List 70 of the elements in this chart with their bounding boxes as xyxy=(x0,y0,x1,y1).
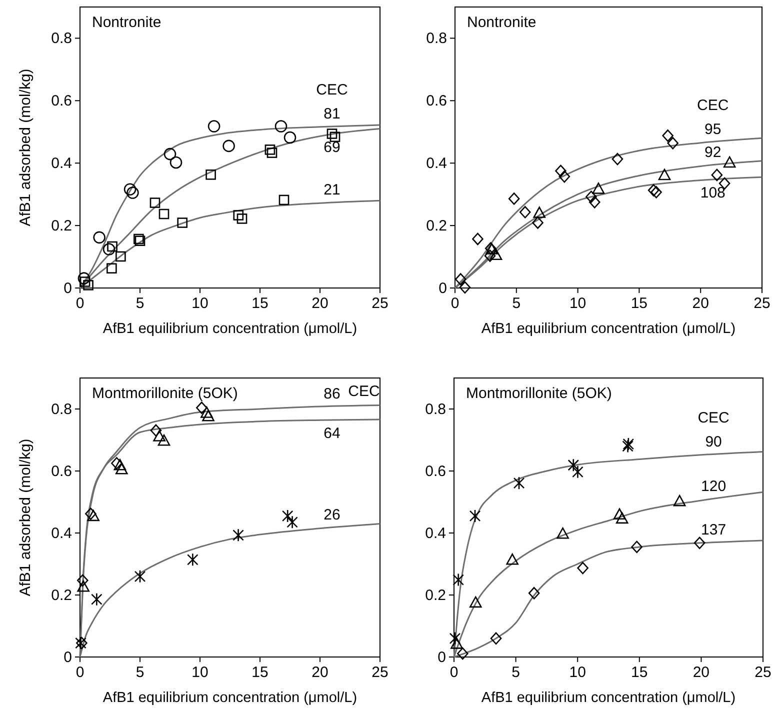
series-label: 64 xyxy=(324,425,340,442)
y-tick-label: 0.8 xyxy=(426,30,447,48)
series-label: 90 xyxy=(705,433,722,450)
series-label: 95 xyxy=(704,120,722,138)
x-tick-label: 15 xyxy=(252,295,268,312)
x-tick-label: 25 xyxy=(754,664,772,681)
x-axis-title: AfB1 equilibrium concentration (μmol/L) xyxy=(481,321,736,337)
x-tick-label: 25 xyxy=(754,295,770,312)
x-tick-label: 20 xyxy=(312,295,328,312)
y-tick-label: 0.4 xyxy=(425,525,446,542)
x-tick-label: 5 xyxy=(136,295,144,312)
text: Montmorillonite (5OK) xyxy=(92,385,238,402)
x-tick-label: 5 xyxy=(512,295,521,312)
y-tick-label: 0 xyxy=(64,649,72,666)
y-tick-label: 0.4 xyxy=(51,525,72,542)
x-tick-label: 10 xyxy=(569,295,586,312)
y-tick-label: 0.8 xyxy=(51,401,72,418)
y-axis-title: AfB1 adsorbed (mol/kg) xyxy=(17,438,34,596)
y-tick-label: 0.6 xyxy=(426,92,447,110)
y-tick-label: 0.4 xyxy=(426,155,447,172)
x-tick-label: 10 xyxy=(569,664,586,681)
y-tick-label: 0.2 xyxy=(51,587,72,604)
y-tick-label: 0 xyxy=(64,280,72,297)
x-tick-label: 5 xyxy=(136,664,144,681)
y-tick-label: 0.6 xyxy=(51,92,72,110)
x-tick-label: 20 xyxy=(312,664,328,681)
series-label: 69 xyxy=(324,139,340,156)
x-tick-label: 10 xyxy=(192,295,208,312)
x-tick-label: 0 xyxy=(450,295,460,312)
x-tick-label: 0 xyxy=(450,664,458,681)
legend-title: CEC xyxy=(348,383,380,400)
y-tick-label: 0.2 xyxy=(51,218,72,235)
legend-title: CEC xyxy=(697,96,729,114)
series-label: 92 xyxy=(704,144,722,162)
y-tick-label: 0 xyxy=(438,280,447,297)
y-tick-label: 0.6 xyxy=(51,463,72,480)
series-label: 81 xyxy=(324,106,340,123)
x-tick-label: 25 xyxy=(372,295,388,312)
y-tick-label: 0.2 xyxy=(426,218,447,235)
text: Nontronite xyxy=(467,14,536,31)
y-tick-label: 0.4 xyxy=(51,155,72,172)
x-tick-label: 10 xyxy=(192,664,208,681)
x-axis-title: AfB1 equilibrium concentration (μmol/L) xyxy=(481,690,736,706)
series-label: 26 xyxy=(324,506,340,524)
legend-title: CEC xyxy=(698,409,730,426)
series-label: 108 xyxy=(700,184,726,202)
series-label: 21 xyxy=(324,182,340,199)
x-tick-label: 25 xyxy=(372,664,388,681)
y-axis-title: AfB1 adsorbed (mol/kg) xyxy=(17,68,34,226)
x-tick-label: 15 xyxy=(631,664,648,681)
series-label: 120 xyxy=(701,478,726,495)
y-tick-label: 0 xyxy=(438,649,446,666)
text: Nontronite xyxy=(92,14,162,31)
x-tick-label: 15 xyxy=(252,664,268,681)
x-tick-label: 5 xyxy=(512,664,520,681)
x-tick-label: 0 xyxy=(76,295,84,312)
legend-title: CEC xyxy=(316,82,348,99)
x-tick-label: 20 xyxy=(692,295,709,312)
x-tick-label: 0 xyxy=(76,664,84,681)
text: Montmorillonite (5OK) xyxy=(466,385,612,402)
y-tick-label: 0.8 xyxy=(425,401,446,418)
x-axis-title: AfB1 equilibrium concentration (μmol/L) xyxy=(102,321,358,337)
x-tick-label: 20 xyxy=(692,664,710,681)
x-axis-title: AfB1 equilibrium concentration (μmol/L) xyxy=(102,690,358,706)
y-tick-label: 0.6 xyxy=(425,463,446,480)
series-label: 137 xyxy=(701,521,726,538)
y-tick-label: 0.2 xyxy=(425,587,446,604)
x-tick-label: 15 xyxy=(630,295,648,312)
series-label: 86 xyxy=(324,385,340,402)
y-tick-label: 0.8 xyxy=(51,30,72,48)
